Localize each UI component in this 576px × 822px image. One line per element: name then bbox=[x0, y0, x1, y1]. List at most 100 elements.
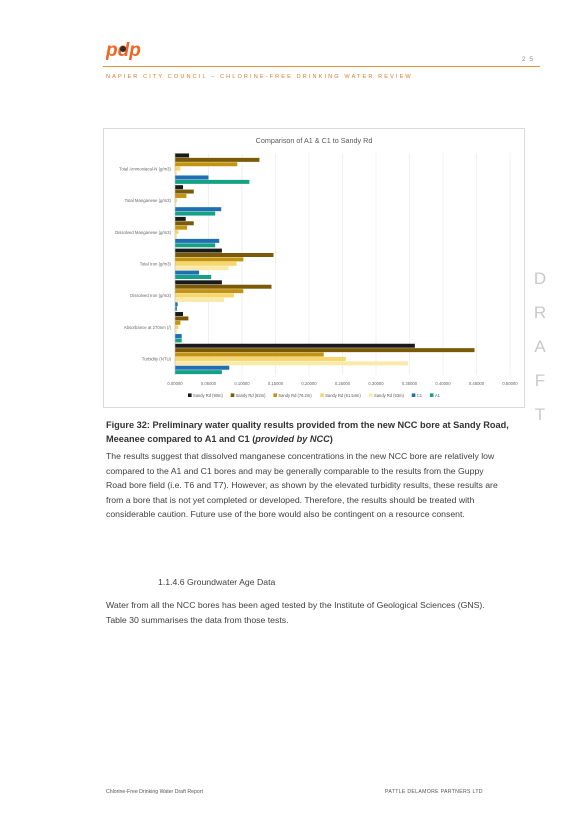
bar bbox=[175, 280, 222, 285]
logo-dot bbox=[120, 46, 126, 52]
x-tick-label: 0.10000 bbox=[234, 381, 250, 386]
legend-label: Sandy Rd (82m) bbox=[236, 393, 266, 398]
figure-caption: Figure 32: Preliminary water quality res… bbox=[106, 418, 526, 446]
legend-swatch bbox=[188, 393, 192, 397]
bar bbox=[175, 348, 475, 353]
bar bbox=[175, 257, 244, 262]
y-category-label: Total Iron (g/m3) bbox=[140, 262, 172, 267]
bar bbox=[175, 352, 324, 357]
bar bbox=[175, 361, 409, 366]
bar bbox=[175, 221, 194, 226]
y-category-label: Total Ammoniacal-N (g/m3) bbox=[119, 166, 171, 171]
header-rule bbox=[103, 66, 540, 67]
bar bbox=[175, 370, 222, 375]
bar bbox=[175, 293, 234, 298]
y-category-label: Dissolved Iron (g/m3) bbox=[130, 293, 171, 298]
bar bbox=[175, 225, 188, 230]
bar bbox=[175, 238, 220, 243]
section-heading: 1.1.4.6 Groundwater Age Data bbox=[158, 577, 276, 587]
bar bbox=[175, 261, 237, 266]
draft-watermark: D R A F T bbox=[530, 262, 550, 432]
x-tick-label: 0.20000 bbox=[301, 381, 317, 386]
bar bbox=[175, 270, 200, 275]
body-paragraph-2: Water from all the NCC bores has been ag… bbox=[106, 600, 485, 625]
footer-left: Chlorine-Free Drinking Water Draft Repor… bbox=[106, 789, 203, 795]
y-category-label: Absorbance at 270nm (/) bbox=[124, 325, 172, 330]
bar bbox=[175, 211, 216, 216]
draft-letter-a: A bbox=[534, 337, 546, 356]
bar bbox=[175, 243, 216, 248]
bar bbox=[175, 171, 178, 176]
bar bbox=[175, 266, 229, 271]
pdp-logo: pdp bbox=[106, 40, 141, 61]
legend-swatch bbox=[429, 393, 434, 397]
x-tick-label: 0.40000 bbox=[435, 381, 451, 386]
bar bbox=[175, 320, 181, 325]
draft-letter-f: F bbox=[534, 371, 546, 390]
running-head: NAPIER CITY COUNCIL – CHLORINE-FREE DRIN… bbox=[106, 74, 413, 80]
legend-swatch bbox=[411, 393, 416, 397]
bar bbox=[175, 329, 178, 334]
bar-chart: Comparison of A1 & C1 to Sandy Rd 0.0000… bbox=[115, 136, 518, 398]
page-number: 2 5 bbox=[521, 56, 534, 63]
body-paragraph-1: The results suggest that dissolved manga… bbox=[106, 451, 498, 520]
bar bbox=[175, 157, 260, 162]
draft-letter-d: D bbox=[533, 269, 547, 288]
legend-label: C1 bbox=[417, 393, 423, 398]
caption-close: ) bbox=[329, 434, 333, 444]
x-tick-label: 0.05000 bbox=[201, 381, 217, 386]
bar bbox=[175, 275, 212, 279]
legend-label: Sandy Rd (76.2m) bbox=[278, 393, 312, 398]
bar bbox=[175, 338, 182, 343]
x-tick-label: 0.25000 bbox=[335, 381, 351, 386]
bar bbox=[175, 166, 181, 171]
legend-label: A1 bbox=[435, 393, 441, 398]
bar bbox=[175, 189, 194, 194]
legend-swatch bbox=[230, 393, 235, 397]
bar bbox=[175, 325, 179, 330]
bar bbox=[175, 356, 346, 361]
bar bbox=[175, 334, 182, 339]
chart-container: Comparison of A1 & C1 to Sandy Rd 0.0000… bbox=[103, 128, 525, 408]
bar bbox=[175, 253, 274, 257]
bar bbox=[175, 289, 244, 294]
bar bbox=[175, 193, 187, 198]
legend-swatch bbox=[320, 393, 324, 397]
bar bbox=[175, 162, 238, 167]
y-category-label: Total Manganese (g/m3) bbox=[125, 198, 172, 203]
x-tick-label: 0.45000 bbox=[469, 381, 485, 386]
bar bbox=[175, 179, 250, 184]
bar bbox=[175, 365, 230, 370]
caption-italic: provided by NCC bbox=[255, 434, 330, 444]
bar bbox=[175, 198, 178, 203]
x-tick-label: 0.15000 bbox=[268, 381, 284, 386]
x-tick-label: 0.00000 bbox=[167, 381, 183, 386]
bar bbox=[175, 284, 272, 289]
bar bbox=[175, 306, 178, 311]
bar bbox=[175, 248, 222, 253]
draft-letter-t: T bbox=[534, 405, 546, 424]
bar bbox=[175, 207, 222, 212]
bar bbox=[175, 153, 190, 158]
x-tick-label: 0.30000 bbox=[368, 381, 384, 386]
bar bbox=[175, 185, 184, 190]
bar bbox=[175, 230, 179, 235]
x-tick-label: 0.50000 bbox=[502, 381, 518, 386]
legend-swatch bbox=[369, 393, 373, 397]
y-category-label: Dissolved Manganese (g/m3) bbox=[115, 230, 171, 235]
legend-label: Sandy Rd (90m) bbox=[193, 393, 223, 398]
chart-title: Comparison of A1 & C1 to Sandy Rd bbox=[256, 136, 373, 145]
bar bbox=[175, 202, 177, 207]
x-tick-label: 0.35000 bbox=[402, 381, 418, 386]
bar bbox=[175, 302, 178, 307]
bar bbox=[175, 312, 184, 317]
footer-right: PATTLE DELAMORE PARTNERS LTD bbox=[385, 789, 483, 795]
bar bbox=[175, 297, 224, 302]
bar bbox=[175, 234, 178, 239]
caption-text: Figure 32: Preliminary water quality res… bbox=[106, 420, 509, 444]
legend-label: Sandy Rd (53m) bbox=[374, 393, 404, 398]
y-category-label: Turbidity (NTU) bbox=[142, 357, 172, 362]
bar bbox=[175, 175, 209, 180]
draft-letter-r: R bbox=[533, 303, 547, 322]
bar bbox=[175, 343, 415, 348]
